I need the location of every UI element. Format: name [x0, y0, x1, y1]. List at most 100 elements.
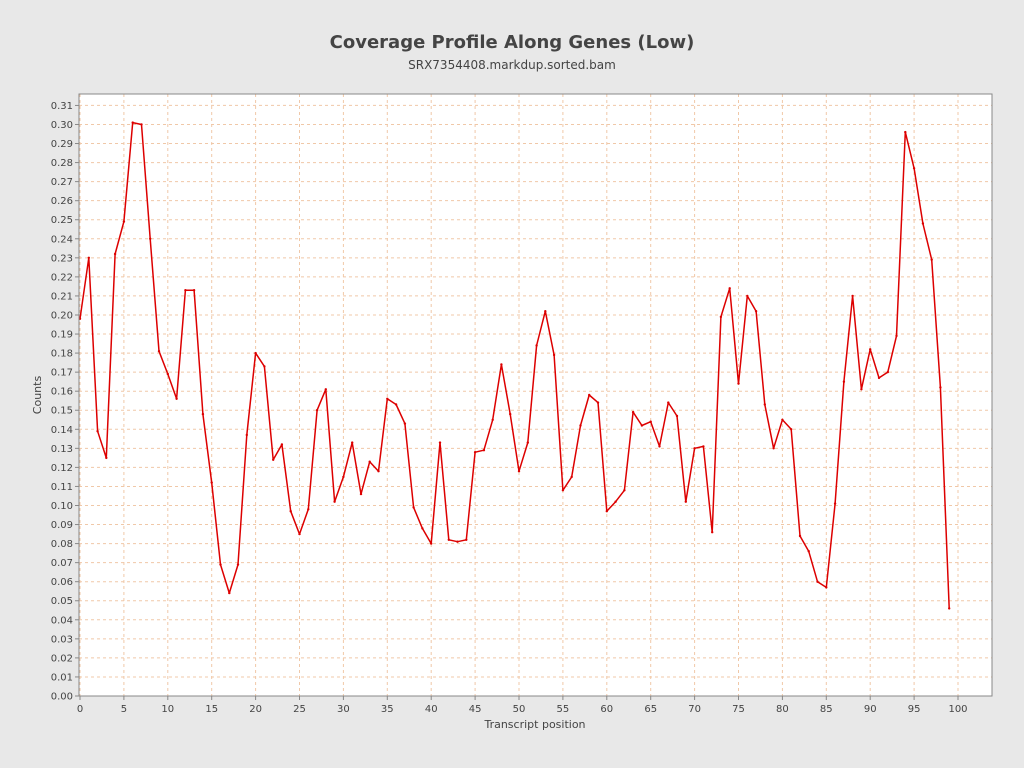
data-point — [368, 460, 371, 463]
data-point — [166, 372, 169, 376]
data-point — [561, 489, 565, 492]
data-point — [693, 447, 696, 450]
data-point — [280, 443, 284, 446]
data-point — [728, 287, 731, 290]
data-point — [430, 542, 433, 545]
data-point — [939, 386, 942, 389]
y-tick-label: 0.12 — [51, 463, 73, 474]
data-point — [737, 382, 740, 385]
data-point — [122, 220, 126, 223]
data-point — [254, 351, 257, 355]
data-point — [702, 445, 705, 448]
data-point — [746, 294, 749, 298]
data-point — [447, 538, 450, 541]
data-point — [201, 412, 205, 416]
x-axis-label: Transcript position — [483, 718, 585, 731]
y-axis-label: Counts — [31, 376, 44, 415]
data-point — [754, 310, 758, 313]
y-tick-label: 0.10 — [51, 501, 73, 512]
data-point — [421, 527, 424, 530]
x-tick-label: 85 — [820, 704, 833, 715]
data-point — [140, 123, 143, 126]
data-point — [386, 397, 389, 400]
data-point — [842, 380, 846, 383]
y-tick-label: 0.03 — [51, 634, 73, 645]
x-tick-label: 20 — [249, 704, 262, 715]
data-point — [219, 563, 222, 566]
data-point — [87, 256, 91, 259]
data-point — [851, 294, 854, 298]
y-tick-label: 0.00 — [51, 692, 73, 703]
data-point — [184, 289, 187, 292]
data-point — [912, 167, 916, 170]
y-tick-label: 0.20 — [51, 310, 73, 321]
data-point — [113, 252, 117, 256]
data-point — [351, 441, 354, 444]
chart-title: Coverage Profile Along Genes (Low) — [330, 32, 695, 53]
data-point — [473, 451, 477, 454]
data-point — [236, 563, 240, 566]
x-tick-label: 50 — [513, 704, 526, 715]
data-point — [623, 489, 626, 492]
x-tick-label: 100 — [948, 704, 967, 715]
data-point — [96, 430, 99, 433]
y-tick-label: 0.31 — [51, 101, 73, 112]
data-point — [605, 510, 608, 513]
data-point — [948, 607, 951, 610]
data-point — [614, 500, 617, 503]
data-point — [272, 458, 275, 461]
data-point — [579, 424, 582, 427]
x-tick-label: 90 — [864, 704, 877, 715]
y-axis: 0.00 0.01 0.02 0.03 0.04 0.05 0.06 0.07 0.08 0.09… — [51, 101, 79, 703]
x-tick-label: 80 — [776, 704, 789, 715]
data-point — [631, 410, 635, 414]
chart-subtitle: SRX7354408.markdup.sorted.bam — [408, 58, 616, 72]
data-point — [772, 447, 775, 450]
data-point — [719, 315, 723, 319]
data-point — [895, 334, 898, 338]
x-tick-label: 35 — [381, 704, 394, 715]
data-point — [359, 492, 363, 496]
x-tick-label: 25 — [293, 704, 306, 715]
y-tick-label: 0.09 — [51, 520, 73, 531]
y-tick-label: 0.27 — [51, 177, 73, 188]
x-tick-label: 15 — [205, 704, 218, 715]
x-tick-label: 40 — [425, 704, 438, 715]
data-point — [790, 428, 793, 431]
data-point — [825, 586, 828, 589]
data-point — [877, 376, 881, 380]
y-tick-label: 0.17 — [51, 368, 73, 379]
data-point — [763, 403, 766, 406]
x-tick-label: 55 — [557, 704, 570, 715]
data-point — [667, 401, 670, 404]
data-point — [192, 289, 196, 292]
data-point — [711, 531, 714, 534]
data-point — [781, 418, 784, 421]
y-tick-label: 0.07 — [51, 558, 73, 569]
data-point — [456, 540, 459, 543]
data-point — [860, 388, 863, 391]
x-tick-label: 45 — [469, 704, 482, 715]
data-point — [228, 591, 231, 595]
y-tick-label: 0.18 — [51, 349, 73, 360]
data-point — [640, 424, 644, 427]
y-tick-label: 0.29 — [51, 139, 73, 150]
data-point — [588, 393, 591, 397]
data-point — [333, 500, 336, 503]
data-point — [930, 258, 933, 261]
y-tick-label: 0.21 — [51, 291, 73, 302]
x-tick-label: 95 — [908, 704, 921, 715]
y-tick-label: 0.26 — [51, 196, 73, 207]
data-point — [500, 363, 503, 366]
y-tick-label: 0.25 — [51, 215, 73, 226]
data-point — [544, 310, 547, 313]
data-point — [324, 388, 327, 391]
data-point — [658, 445, 661, 448]
y-tick-label: 0.02 — [51, 653, 73, 664]
data-point — [412, 506, 415, 509]
data-point — [886, 370, 889, 374]
y-tick-label: 0.24 — [51, 234, 73, 245]
series-layer — [78, 121, 951, 610]
data-point — [105, 456, 108, 460]
